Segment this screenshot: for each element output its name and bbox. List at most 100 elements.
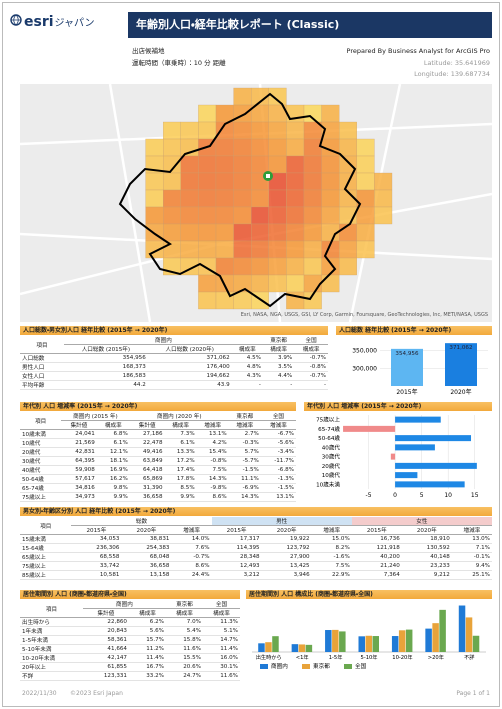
table-cell: 11.3%	[202, 617, 240, 627]
table-cell: 16.0%	[202, 653, 240, 663]
table-header: 集計値	[61, 420, 97, 430]
y-tick-label: 350,000	[352, 348, 377, 355]
bar	[325, 630, 332, 652]
map-cell	[215, 223, 234, 242]
table-cell: 168,373	[63, 362, 148, 372]
map-cell	[268, 155, 287, 174]
table-row: 男性人口 168,373 176,400 4.8% 3.5% -0.8%	[20, 362, 328, 372]
map-cell	[286, 257, 305, 276]
table-header: 2020年	[401, 525, 452, 535]
table-part: 15歳未満 34,053 38,831 14.0% 17,317 19,922 15.0% 1…	[20, 534, 492, 580]
map-cell	[198, 121, 217, 140]
map-cell	[303, 155, 322, 174]
map-cell	[356, 206, 375, 225]
map-cell	[198, 172, 217, 191]
table-part: 項目 商圏内 東京都 全国 集計値 構成率 構成率 構成率	[20, 600, 240, 618]
table-cell: 4.2%	[196, 438, 229, 448]
table-cell: 30歳代	[20, 456, 62, 466]
table-cell: 不詳	[20, 671, 83, 681]
table-cell: 24,041	[61, 429, 97, 439]
table-cell: 34,053	[71, 534, 122, 544]
site-marker-icon	[266, 174, 270, 178]
table-header: 項目	[20, 412, 62, 430]
table-cell: 21,569	[61, 438, 97, 448]
map-cell	[268, 257, 287, 276]
table-cell: 8.6%	[171, 561, 212, 571]
bar	[395, 462, 477, 469]
table-header: 増減率	[171, 525, 212, 535]
table-cell: -1.5%	[260, 483, 296, 493]
map-cell	[356, 223, 375, 242]
table-row: 5-10年未満 41,664 11.2% 11.6% 11.4%	[20, 644, 240, 654]
table-row: 10-20年未満 42,147 11.4% 15.5% 16.0%	[20, 653, 240, 663]
table-header: 構成率	[202, 608, 240, 618]
map-cell	[198, 206, 217, 225]
table-cell: 44.2	[63, 380, 148, 390]
map-cell	[321, 155, 340, 174]
bar	[365, 635, 372, 652]
table-cell: 57,617	[61, 474, 97, 484]
table-cell: 33,742	[71, 561, 122, 571]
map-cell	[163, 172, 181, 191]
gender-table: 項目 総数 男性 女性 2015年 2020年 増減率 2015年 2020年 増減率 2015年…	[20, 517, 492, 580]
table-cell: 7.6%	[171, 543, 212, 553]
map-cell	[321, 274, 340, 293]
map-cell	[251, 223, 269, 242]
y-tick-label: 65-74歳	[318, 425, 340, 433]
map-cell	[339, 138, 357, 157]
map-cell	[198, 104, 217, 123]
table-cell: 5.1%	[202, 626, 240, 636]
site-name: 出店候補地	[132, 47, 165, 55]
table-cell: 5.7%	[228, 447, 261, 457]
x-tick-label: 1-5年	[329, 653, 343, 661]
table-cell: -1.5%	[228, 465, 261, 475]
logo-sub: ジャパン	[54, 18, 95, 29]
table-header: 集計値	[82, 608, 129, 618]
table-cell: 7.0%	[165, 617, 203, 627]
bar	[395, 444, 435, 451]
map-cell	[198, 291, 217, 310]
footer-page: Page 1 of 1	[456, 690, 490, 697]
x-tick-label: <1年	[296, 653, 309, 661]
table-cell: 16,736	[351, 534, 402, 544]
y-tick-label: 10歳未満	[316, 480, 340, 488]
table-cell: 6.8%	[96, 429, 130, 439]
table-cell: 30.1%	[202, 662, 240, 672]
map-cell	[268, 240, 287, 259]
table-cell: -3.4%	[260, 447, 296, 457]
table-cell: -1.3%	[260, 474, 296, 484]
table-cell: 4.4%	[262, 371, 295, 381]
table-cell: 13.0%	[451, 534, 492, 544]
map-cell	[303, 189, 322, 208]
table-cell: 7.5%	[311, 561, 352, 571]
map-cell	[251, 274, 269, 293]
map-cell	[215, 257, 234, 276]
table-cell: 33.2%	[129, 671, 166, 681]
map-cell	[356, 240, 375, 259]
table-header: 商圏内	[63, 336, 263, 345]
age-table: 項目 商圏内 (2015 年) 商圏内 (2020 年) 東京都 全国 集計値 構成率 集計…	[20, 412, 296, 502]
map-cell	[251, 189, 269, 208]
table-cell: -6.9%	[228, 483, 261, 493]
map-cell	[215, 104, 234, 123]
table-header: 全国	[260, 412, 296, 421]
table-header: 構成率	[262, 344, 295, 354]
table-cell: 371,062	[147, 353, 232, 363]
table-cell: 41,664	[82, 644, 129, 654]
x-tick-label: 5	[420, 492, 424, 499]
table-cell: 176,400	[147, 362, 232, 372]
table-header: 構成率	[129, 608, 166, 618]
map-cell	[339, 257, 357, 276]
table-cell: 65歳以上	[20, 552, 72, 562]
bar	[339, 631, 346, 652]
section-title: 男女別・年齢区分別 人口 経年比較 (2015年 → 2020年)	[20, 507, 492, 516]
map-cell	[339, 240, 357, 259]
x-tick-label: 15	[471, 492, 479, 499]
y-tick-label: 30歳代	[322, 453, 341, 461]
table-row: 40歳代 59,908 16.9% 64,418 17.4% 7.5% -1.5% -6.8%	[20, 465, 296, 475]
population-chart: 300,000 350,000 354,956 2015年 371,062 2020年	[352, 343, 488, 396]
table-row: 75歳以上 34,973 9.9% 36,658 9.9% 8.6% 14.3% 13.1%	[20, 492, 296, 502]
section-title: 年代別 人口 増減率 (2015年 → 2020年)	[20, 402, 296, 411]
map-cell	[233, 189, 252, 208]
table-row: 1年未満 20,843 5.6% 5.4% 5.1%	[20, 626, 240, 636]
